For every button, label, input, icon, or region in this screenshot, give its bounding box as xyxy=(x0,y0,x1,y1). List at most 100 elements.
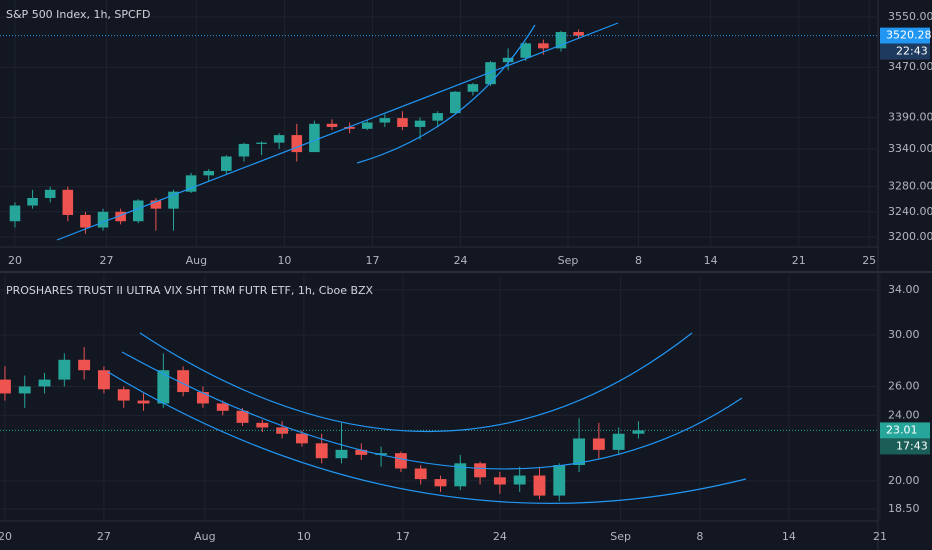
candle-body xyxy=(474,463,487,478)
candle-body xyxy=(132,200,144,222)
candle-body xyxy=(335,449,348,459)
last-price-box xyxy=(880,422,930,439)
x-tick-label: 21 xyxy=(873,530,887,543)
x-tick-label: 8 xyxy=(696,530,703,543)
candle-body xyxy=(44,189,56,198)
trend-curve xyxy=(121,351,743,470)
candle-body xyxy=(62,189,74,215)
candle-body xyxy=(177,370,190,393)
last-price-label: 23.01 xyxy=(886,423,918,436)
trend-curve xyxy=(139,332,693,433)
candle-body xyxy=(256,142,267,144)
candle-body xyxy=(150,200,162,209)
candle-body xyxy=(513,475,526,485)
y-tick-label: 20.00 xyxy=(888,474,920,487)
candle-body xyxy=(315,443,328,459)
chart-title: PROSHARES TRUST II ULTRA VIX SHT TRM FUT… xyxy=(6,284,374,297)
candle-body xyxy=(97,370,110,390)
candle-body xyxy=(236,410,249,423)
candle-body xyxy=(355,449,368,455)
candle-body xyxy=(432,113,443,121)
x-tick-label: 27 xyxy=(100,254,114,267)
x-tick-label: 14 xyxy=(704,254,718,267)
candle-body xyxy=(414,120,426,127)
candle-body xyxy=(168,191,179,209)
candle-body xyxy=(502,57,514,63)
x-tick-label: 24 xyxy=(454,254,468,267)
countdown-box xyxy=(880,438,930,455)
candle-body xyxy=(450,91,461,114)
x-tick-label: Sep xyxy=(558,254,579,267)
candle-body xyxy=(397,118,408,127)
y-tick-label: 30.00 xyxy=(888,328,920,341)
candle-body xyxy=(18,386,31,394)
y-tick-label: 3390.00 xyxy=(888,111,932,124)
candle-body xyxy=(238,143,250,157)
candle-body xyxy=(361,122,373,129)
candle-body xyxy=(375,453,388,455)
x-tick-label: 20 xyxy=(8,254,22,267)
candle-body xyxy=(0,379,11,394)
last-price-label: 3520.28 xyxy=(886,29,932,42)
candle-body xyxy=(538,43,549,49)
candle-body xyxy=(309,123,320,153)
x-tick-label: Aug xyxy=(194,530,215,543)
x-tick-label: 17 xyxy=(366,254,380,267)
x-tick-label: Sep xyxy=(610,530,631,543)
x-tick-label: 20 xyxy=(0,530,12,543)
x-tick-label: 21 xyxy=(792,254,806,267)
candle-body xyxy=(555,32,567,49)
candle-body xyxy=(203,170,214,176)
candle-body xyxy=(344,126,355,129)
x-tick-label: 24 xyxy=(493,530,507,543)
x-tick-label: 25 xyxy=(862,254,876,267)
x-tick-label: 27 xyxy=(97,530,111,543)
trend-line xyxy=(56,22,619,241)
candle-body xyxy=(80,214,91,228)
candle-body xyxy=(273,135,285,143)
candle-body xyxy=(157,370,170,404)
candle-body xyxy=(485,62,496,85)
y-tick-label: 3240.00 xyxy=(888,205,932,218)
candle-body xyxy=(493,477,506,485)
candle-body xyxy=(592,438,605,450)
candle-body xyxy=(216,403,229,411)
y-tick-label: 3550.00 xyxy=(888,10,932,23)
y-tick-label: 3470.00 xyxy=(888,60,932,73)
candle-body xyxy=(196,392,209,404)
y-tick-label: 3200.00 xyxy=(888,230,932,243)
candle-body xyxy=(221,156,232,171)
countdown-label: 17:43 xyxy=(896,439,928,452)
candle-body xyxy=(379,118,391,123)
candle-body xyxy=(97,211,109,228)
candle-body xyxy=(553,465,566,496)
candle-body xyxy=(394,453,407,469)
candle-body xyxy=(573,32,584,36)
countdown-label: 22:43 xyxy=(896,45,928,58)
candle-body xyxy=(58,359,71,380)
candle-body xyxy=(38,379,51,387)
y-tick-label: 3280.00 xyxy=(888,180,932,193)
y-tick-label: 34.00 xyxy=(888,283,920,296)
candle-body xyxy=(612,433,625,450)
candle-body xyxy=(573,438,586,466)
candle-body xyxy=(78,359,91,371)
x-tick-label: 17 xyxy=(396,530,410,543)
trend-curve xyxy=(356,24,536,164)
candle-body xyxy=(115,211,126,222)
trend-curve xyxy=(107,371,747,504)
candle-body xyxy=(454,463,467,487)
y-tick-label: 3340.00 xyxy=(888,142,932,155)
candle-body xyxy=(117,389,130,401)
x-tick-label: 10 xyxy=(297,530,311,543)
candle-body xyxy=(434,479,447,487)
countdown-box xyxy=(880,43,930,60)
candle-body xyxy=(632,430,645,434)
candle-body xyxy=(295,433,308,444)
x-tick-label: 14 xyxy=(782,530,796,543)
candle-body xyxy=(137,400,150,404)
x-tick-label: 10 xyxy=(277,254,291,267)
y-tick-label: 18.50 xyxy=(888,502,920,515)
